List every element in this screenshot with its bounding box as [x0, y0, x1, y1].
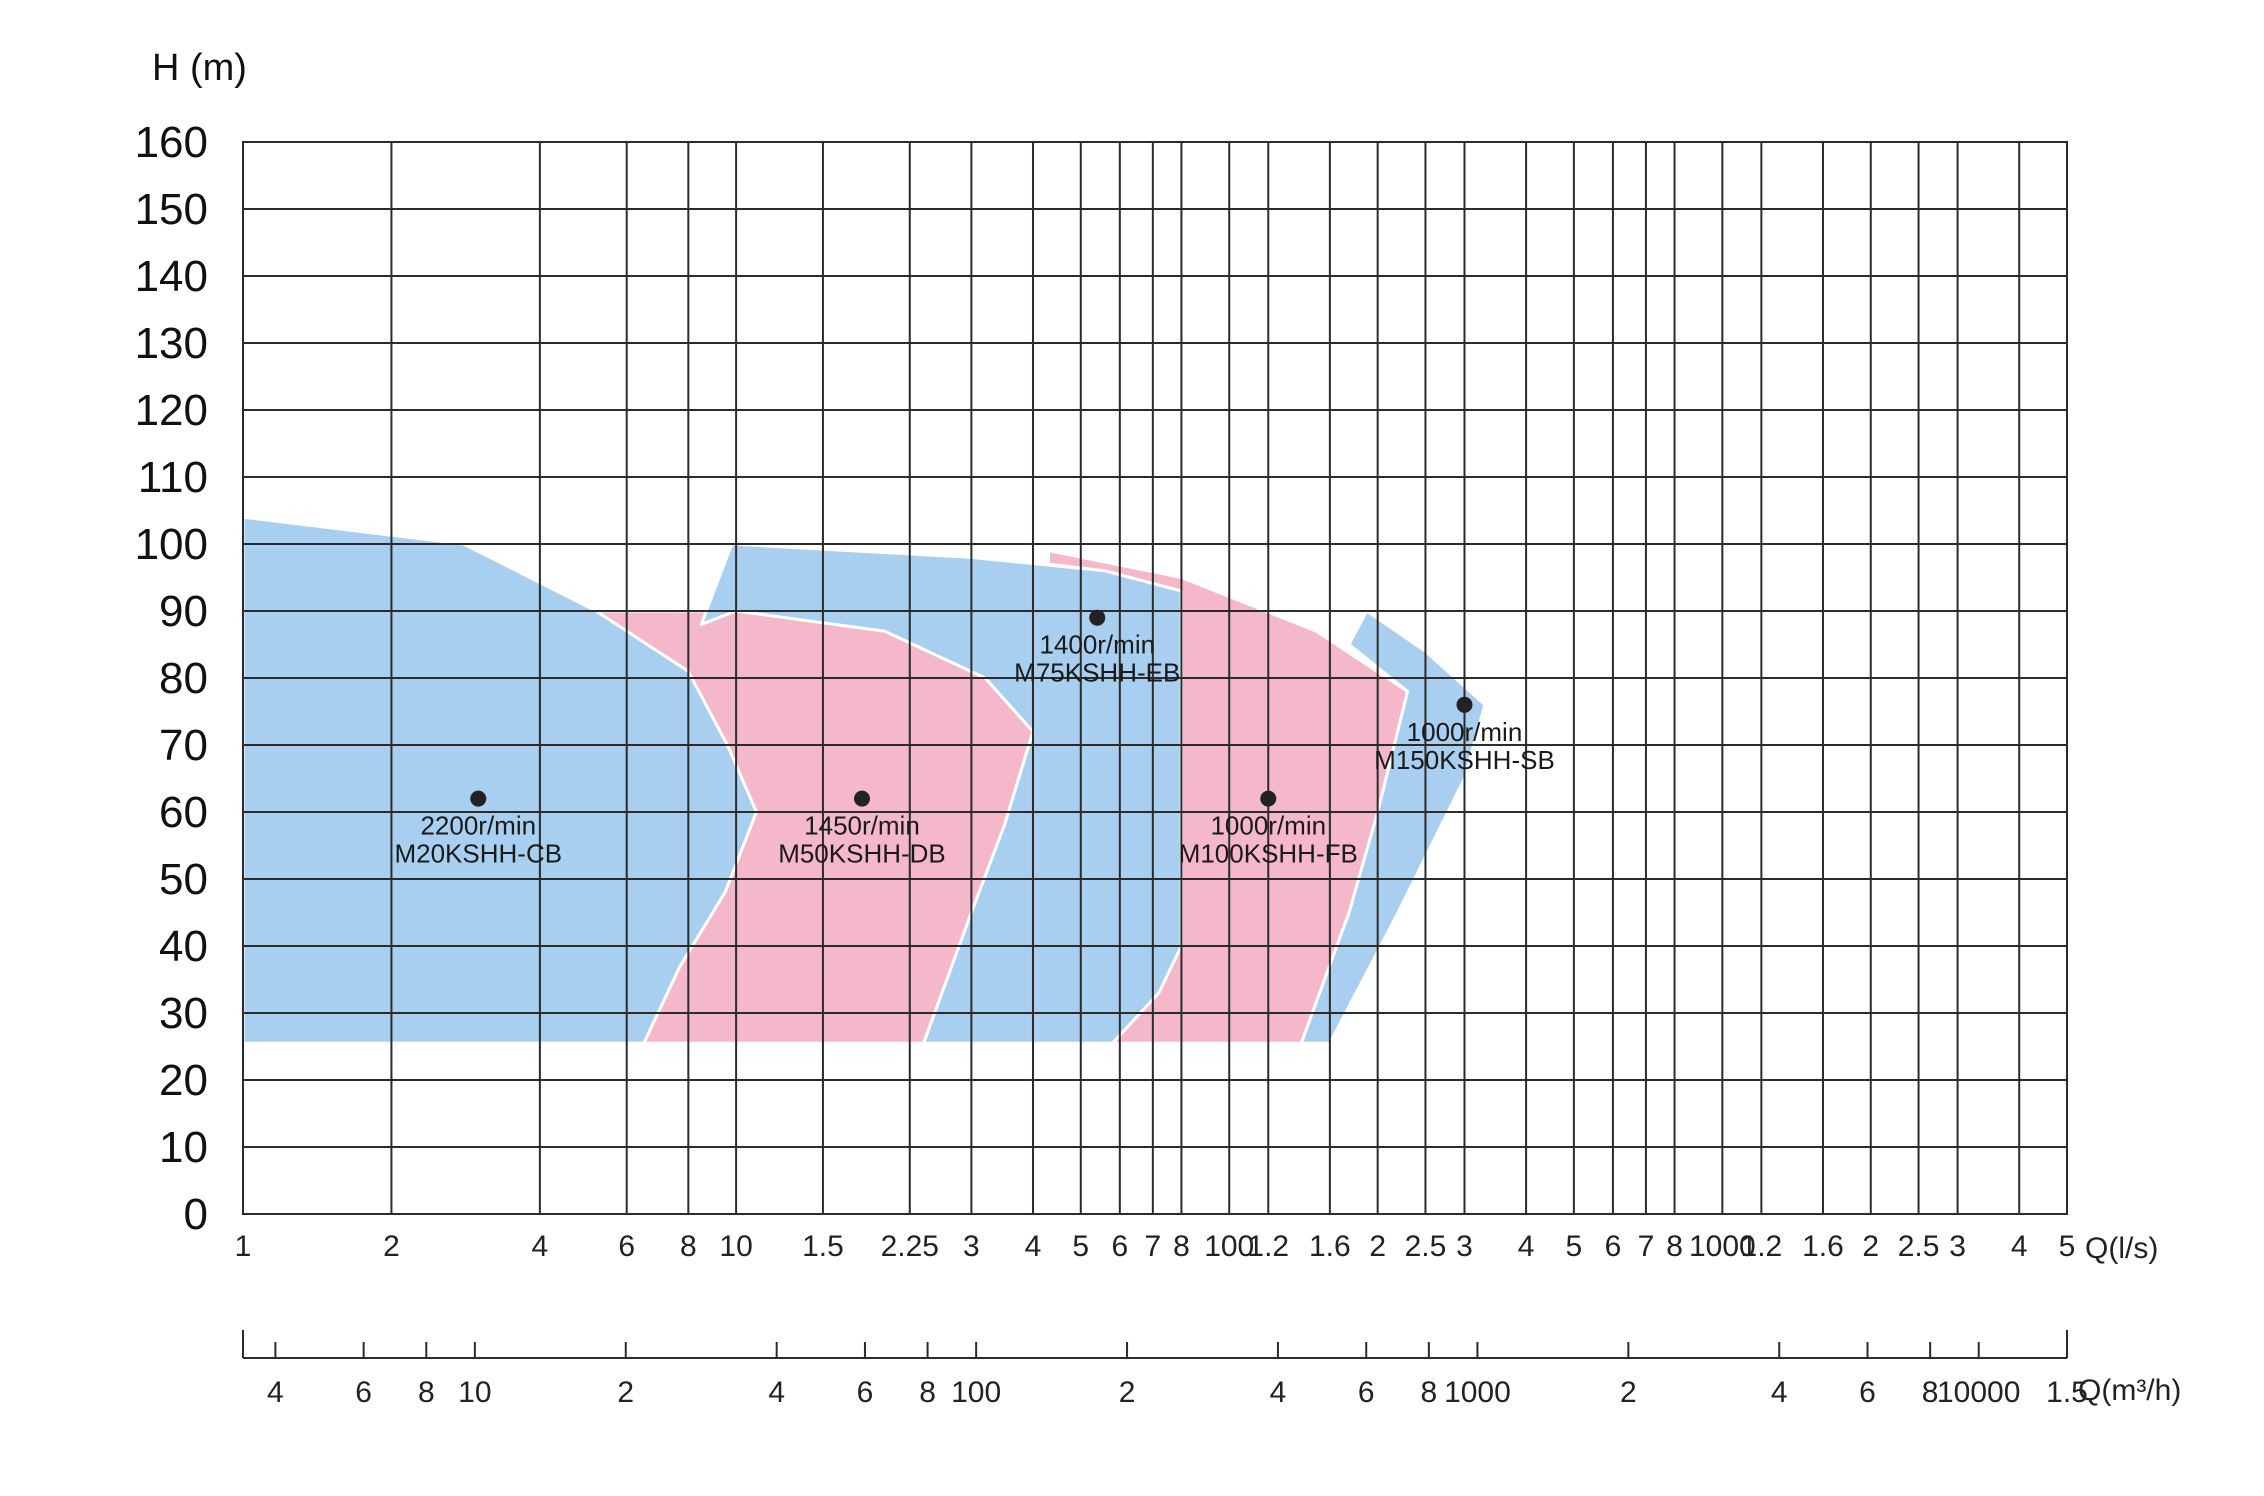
x-hour-tick-label: 100	[951, 1376, 1001, 1409]
y-tick-label: 130	[135, 319, 208, 368]
region-model-label: M150KSHH-SB	[1374, 745, 1555, 775]
x-flow-tick-label: 8	[680, 1230, 697, 1263]
y-axis-title: H (m)	[152, 47, 247, 89]
x-flow-tick-label: 4	[1518, 1230, 1535, 1263]
y-tick-label: 90	[159, 587, 208, 636]
x-hour-tick-label: 4	[1270, 1376, 1287, 1409]
x-hour-tick-label: 6	[857, 1376, 874, 1409]
region-speed-label: 1400r/min	[1039, 630, 1155, 660]
x-hour-axis-title: Q(m³/h)	[2078, 1374, 2181, 1407]
x-flow-tick-label: 1.6	[1309, 1230, 1351, 1263]
x-hour-tick-label: 1000	[1444, 1376, 1511, 1409]
x-flow-tick-label: 8	[1666, 1230, 1683, 1263]
region-point	[470, 790, 487, 807]
y-tick-label: 100	[135, 520, 208, 569]
x-flow-tick-label: 2.25	[881, 1230, 939, 1263]
y-tick-label: 110	[138, 453, 208, 502]
x-flow-tick-label: 6	[1605, 1230, 1622, 1263]
region-point	[1089, 609, 1106, 626]
y-tick-label: 10	[159, 1123, 208, 1172]
region-model-label: M20KSHH-CB	[394, 839, 562, 869]
region-5	[1299, 609, 1487, 1045]
x-flow-tick-label: 5	[1566, 1230, 1583, 1263]
region-model-label: M75KSHH-EB	[1014, 658, 1180, 688]
y-tick-label: 80	[159, 654, 208, 703]
y-tick-label: 20	[159, 1056, 208, 1105]
x-flow-tick-label: 3	[1949, 1230, 1966, 1263]
x-flow-tick-label: 4	[1025, 1230, 1042, 1263]
x-hour-tick-label: 6	[1859, 1376, 1876, 1409]
x-hour-tick-label: 4	[267, 1376, 284, 1409]
x-flow-tick-label: 100	[1204, 1230, 1254, 1263]
x-hour-tick-label: 8	[418, 1376, 435, 1409]
region-model-label: M100KSHH-FB	[1179, 839, 1358, 869]
y-tick-label: 120	[135, 386, 208, 435]
region-point	[1260, 790, 1277, 807]
region-4	[1047, 549, 1410, 1045]
x-flow-tick-label: 3	[963, 1230, 980, 1263]
x-flow-tick-label: 6	[1111, 1230, 1128, 1263]
x-flow-axis-title: Q(l/s)	[2085, 1232, 2158, 1265]
x-hour-tick-label: 6	[1358, 1376, 1375, 1409]
x-hour-tick-label: 8	[1922, 1376, 1939, 1409]
x-flow-tick-label: 1.2	[1741, 1230, 1783, 1263]
x-flow-tick-label: 7	[1144, 1230, 1161, 1263]
x-hour-tick-label: 10	[458, 1376, 491, 1409]
y-tick-label: 0	[184, 1190, 208, 1239]
y-tick-label: 30	[159, 989, 208, 1038]
y-tick-label: 70	[159, 721, 208, 770]
x-flow-tick-label: 6	[618, 1230, 635, 1263]
x-flow-tick-label: 1000	[1689, 1230, 1756, 1263]
x-flow-tick-label: 1	[235, 1230, 252, 1263]
x-flow-tick-label: 7	[1638, 1230, 1655, 1263]
y-tick-label: 160	[135, 118, 208, 167]
grid-layer	[242, 141, 2068, 1359]
region-point	[853, 790, 870, 807]
region-speed-label: 1000r/min	[1210, 811, 1326, 841]
x-hour-tick-label: 8	[1421, 1376, 1438, 1409]
x-flow-tick-label: 3	[1456, 1230, 1473, 1263]
x-flow-tick-label: 10	[719, 1230, 752, 1263]
x-flow-tick-label: 1.6	[1802, 1230, 1844, 1263]
x-hour-tick-label: 10000	[1937, 1376, 2020, 1409]
x-hour-tick-label: 4	[1771, 1376, 1788, 1409]
x-flow-tick-label: 8	[1173, 1230, 1190, 1263]
x-flow-tick-label: 2	[1369, 1230, 1386, 1263]
region-3	[699, 542, 1183, 1045]
region-model-label: M50KSHH-DB	[778, 839, 946, 869]
x-hour-tick-label: 2	[1119, 1376, 1136, 1409]
x-hour-tick-label: 4	[768, 1376, 785, 1409]
x-flow-tick-label: 2.5	[1405, 1230, 1447, 1263]
x-flow-tick-label: 2.5	[1898, 1230, 1940, 1263]
x-flow-tick-label: 4	[532, 1230, 549, 1263]
x-flow-tick-label: 2	[1862, 1230, 1879, 1263]
x-flow-tick-label: 1.5	[802, 1230, 844, 1263]
x-hour-tick-label: 8	[919, 1376, 936, 1409]
region-speed-label: 1000r/min	[1407, 717, 1523, 747]
region-speed-label: 1450r/min	[804, 811, 920, 841]
plot-frame	[242, 141, 2068, 1215]
x-flow-tick-label: 5	[1072, 1230, 1089, 1263]
y-tick-label: 140	[135, 252, 208, 301]
x-flow-tick-label: 1.2	[1247, 1230, 1289, 1263]
y-tick-label: 50	[159, 855, 208, 904]
x-hour-tick-label: 2	[617, 1376, 634, 1409]
y-tick-label: 40	[159, 922, 208, 971]
x-flow-tick-label: 4	[2011, 1230, 2028, 1263]
x-hour-tick-label: 2	[1620, 1376, 1637, 1409]
y-tick-label: 150	[135, 185, 208, 234]
x-hour-tick-label: 6	[355, 1376, 372, 1409]
region-speed-label: 2200r/min	[420, 811, 536, 841]
x-hour-tick-label: 1.5	[2046, 1376, 2088, 1409]
x-flow-tick-label: 2	[383, 1230, 400, 1263]
region-point	[1456, 696, 1473, 713]
x-flow-tick-label: 5	[2059, 1230, 2076, 1263]
regions-layer	[241, 515, 1487, 1045]
labels-layer: 0102030405060708090100110120130140150160…	[135, 47, 2182, 1409]
y-tick-label: 60	[159, 788, 208, 837]
